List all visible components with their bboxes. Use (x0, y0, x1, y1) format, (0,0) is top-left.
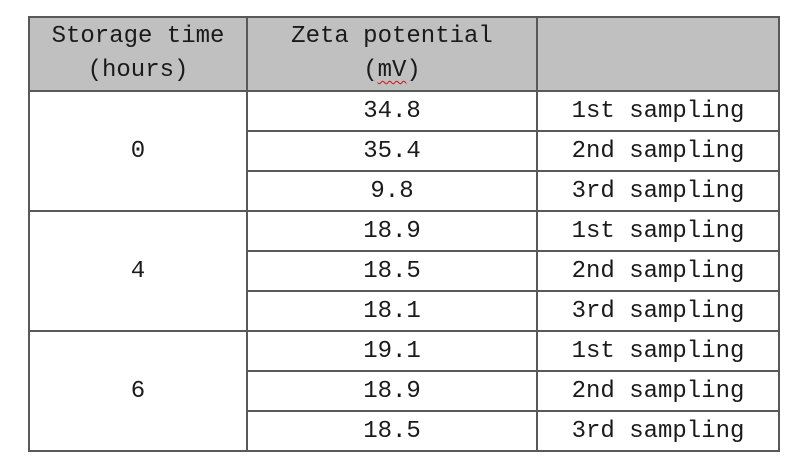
sampling-label-cell: 2nd sampling (536, 250, 780, 292)
header-zeta-potential: Zeta potential (mV) (246, 16, 538, 92)
sampling-label-cell: 1st sampling (536, 330, 780, 372)
zeta-value-cell: 35.4 (246, 130, 538, 172)
header-unit-mv-spellcheck: mV (377, 57, 407, 84)
header-zeta-potential-line2: (mV) (248, 54, 536, 88)
table-row: 18.9 2nd sampling (29, 370, 780, 412)
table-row: 4 18.9 1st sampling (28, 210, 780, 332)
sampling-label-cell: 1st sampling (536, 210, 780, 252)
sampling-label-cell: 3rd sampling (536, 290, 780, 332)
zeta-value-cell: 19.1 (246, 330, 538, 372)
storage-time-cell: 6 (28, 330, 248, 452)
header-row: Storage time (hours) Zeta potential (mV) (28, 16, 780, 92)
header-storage-time-line2: (hours) (87, 57, 189, 84)
sampling-label-cell: 3rd sampling (536, 170, 780, 212)
sampling-label-cell: 3rd sampling (536, 410, 780, 452)
zeta-potential-table-container: Storage time (hours) Zeta potential (mV)… (28, 16, 780, 452)
sampling-label-cell: 2nd sampling (536, 370, 780, 412)
header-storage-time: Storage time (hours) (28, 16, 248, 92)
zeta-value-cell: 34.8 (246, 90, 538, 132)
header-storage-time-line1: Storage time (51, 23, 225, 50)
zeta-value-cell: 18.9 (246, 370, 538, 412)
table-row: 35.4 2nd sampling (29, 130, 780, 172)
zeta-value-cell: 18.5 (246, 410, 538, 452)
table-row: 6 19.1 1st sampling (28, 330, 780, 452)
zeta-value-cell: 18.9 (246, 210, 538, 252)
storage-time-cell: 0 (28, 90, 248, 212)
table-row: 18.5 3rd sampling (29, 410, 780, 452)
header-empty (536, 16, 780, 92)
table-row: 0 34.8 1st sampling (28, 90, 780, 212)
paren-open: ( (363, 57, 378, 84)
table-row: 9.8 3rd sampling (29, 170, 780, 212)
zeta-value-cell: 9.8 (246, 170, 538, 212)
storage-time-cell: 4 (28, 210, 248, 332)
table-row: 18.1 3rd sampling (29, 290, 780, 332)
header-zeta-potential-line1: Zeta potential (291, 23, 493, 50)
table-row: 18.5 2nd sampling (29, 250, 780, 292)
zeta-potential-table: Storage time (hours) Zeta potential (mV)… (28, 16, 780, 452)
paren-close: ) (406, 57, 421, 84)
zeta-value-cell: 18.1 (246, 290, 538, 332)
sampling-label-cell: 2nd sampling (536, 130, 780, 172)
sampling-label-cell: 1st sampling (536, 90, 780, 132)
zeta-value-cell: 18.5 (246, 250, 538, 292)
